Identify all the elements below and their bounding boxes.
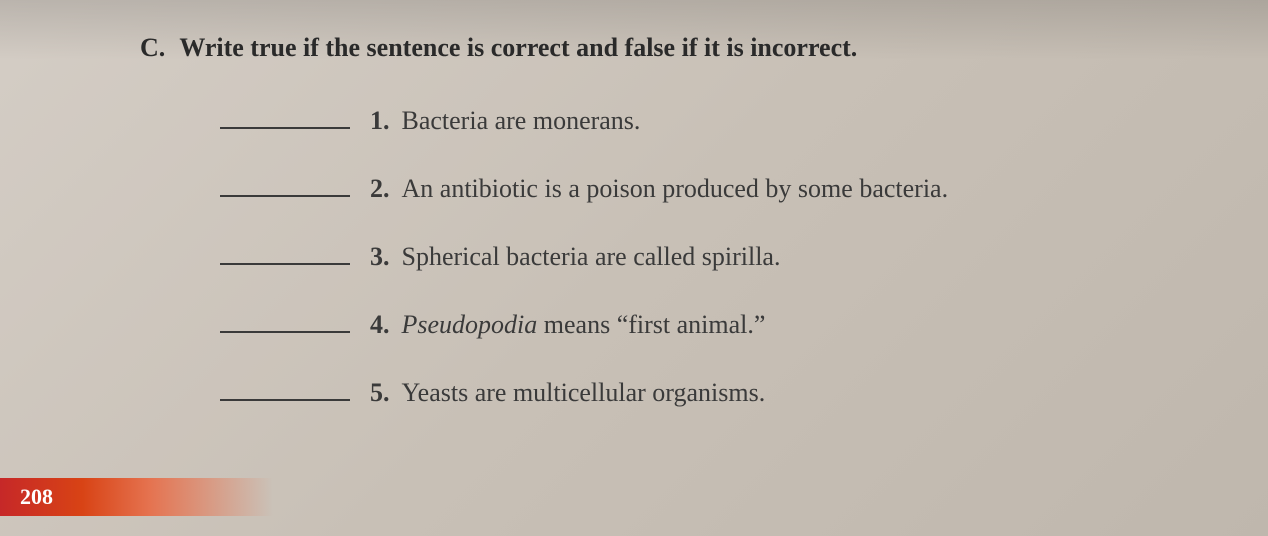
question-item: 4. Pseudopodia means “first animal.” xyxy=(220,308,1228,342)
question-text: Pseudopodia means “first animal.” xyxy=(402,308,766,342)
section-instruction: C. Write true if the sentence is correct… xyxy=(140,30,1228,66)
question-number: 4. xyxy=(370,310,390,340)
question-text: Bacteria are monerans. xyxy=(402,104,641,138)
answer-blank[interactable] xyxy=(220,399,350,401)
page-number-badge: 208 xyxy=(0,478,273,516)
page-number-text: 208 xyxy=(20,484,53,509)
question-number: 5. xyxy=(370,378,390,408)
answer-blank[interactable] xyxy=(220,263,350,265)
question-number: 3. xyxy=(370,242,390,272)
question-text-post: means “first animal.” xyxy=(537,310,765,339)
question-item: 1. Bacteria are monerans. xyxy=(220,104,1228,138)
question-item: 3. Spherical bacteria are called spirill… xyxy=(220,240,1228,274)
answer-blank[interactable] xyxy=(220,331,350,333)
question-list: 1. Bacteria are monerans. 2. An antibiot… xyxy=(140,104,1228,409)
question-text: An antibiotic is a poison produced by so… xyxy=(402,172,949,206)
question-number: 1. xyxy=(370,106,390,136)
question-text: Yeasts are multicellular organisms. xyxy=(402,376,766,410)
italic-term: Pseudopodia xyxy=(402,310,538,339)
question-item: 5. Yeasts are multicellular organisms. xyxy=(220,376,1228,410)
section-instruction-text: Write true if the sentence is correct an… xyxy=(179,33,857,62)
question-item: 2. An antibiotic is a poison produced by… xyxy=(220,172,1228,206)
question-number: 2. xyxy=(370,174,390,204)
answer-blank[interactable] xyxy=(220,195,350,197)
section-label: C. xyxy=(140,33,165,62)
question-text: Spherical bacteria are called spirilla. xyxy=(402,240,781,274)
answer-blank[interactable] xyxy=(220,127,350,129)
textbook-page: C. Write true if the sentence is correct… xyxy=(0,0,1268,536)
